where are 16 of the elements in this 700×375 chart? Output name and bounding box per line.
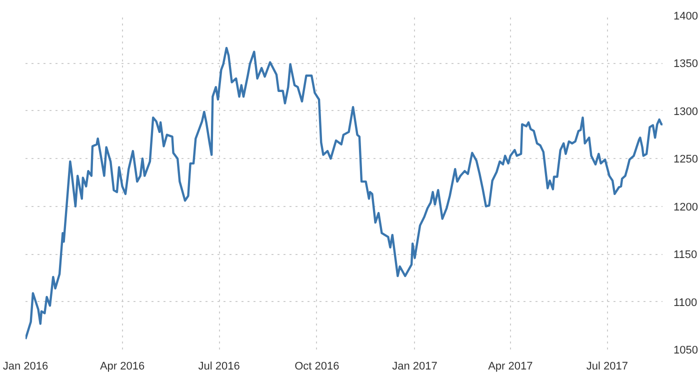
y-tick-label: 1300 [674,106,698,118]
y-tick-label: 1200 [674,201,698,214]
x-tick-label: Apr 2016 [100,360,145,372]
x-tick-label: Jul 2017 [586,360,628,372]
line-series [26,46,662,340]
x-tick-label: Jan 2016 [2,360,48,372]
y-tick-label: 1050 [674,344,698,356]
y-tick-label: 1400 [674,10,698,22]
y-tick-label: 1150 [674,249,698,262]
x-tick-label: Jul 2016 [198,360,240,372]
x-tick-label: Oct 2016 [294,360,340,372]
x-tick-label: Apr 2017 [488,360,533,372]
y-tick-label: 1350 [674,58,698,70]
y-tick-label: 1250 [674,154,698,166]
x-tick-label: Jan 2017 [392,360,438,372]
y-tick-label: 1100 [674,296,698,309]
